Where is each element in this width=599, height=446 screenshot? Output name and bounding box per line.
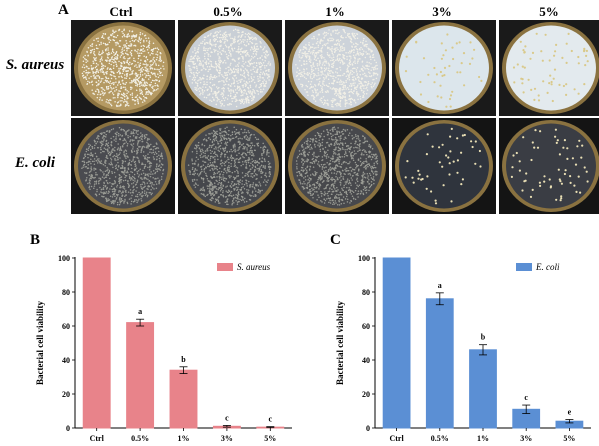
x-tick-label: Ctrl: [90, 434, 105, 443]
y-tick-label: 100: [58, 254, 70, 263]
y-tick-label: 40: [362, 356, 370, 365]
chart-s-aureus-viability: 0 20 40 60 80 100 Bacterial cell viability Ctrl…: [0, 228, 300, 446]
column-header-0-5pct: 0.5%: [213, 4, 243, 19]
petri-dish-photo: [392, 118, 496, 214]
column-header-3pct: 3%: [432, 4, 452, 19]
y-tick-label: 100: [358, 254, 370, 263]
significance-letter: c: [524, 393, 528, 402]
x-tick-label: 5%: [563, 434, 575, 443]
legend-swatch: [516, 263, 532, 271]
petri-dish-photo: [71, 20, 175, 116]
significance-letter: a: [438, 281, 442, 290]
x-tick-label: 5%: [264, 434, 276, 443]
row-label-e-coli: E. coli: [15, 155, 55, 171]
y-tick-label: 60: [362, 322, 370, 331]
x-tick-label: Ctrl: [389, 434, 404, 443]
column-header-ctrl: Ctrl: [109, 4, 133, 19]
y-tick-label: 80: [62, 288, 70, 297]
x-tick-label: 3%: [221, 434, 233, 443]
panel-b-letter: B: [30, 232, 41, 248]
panel-c-letter: C: [330, 232, 341, 248]
bar: [382, 257, 411, 429]
legend-label: S. aureus: [237, 262, 271, 272]
bar: [126, 322, 155, 429]
y-tick-label: 40: [62, 356, 70, 365]
bar: [82, 257, 111, 429]
significance-letter: a: [138, 307, 142, 316]
significance-letter: b: [481, 333, 486, 342]
significance-letter: e: [568, 408, 572, 417]
petri-dish-photo: [499, 20, 599, 116]
significance-letter: c: [225, 413, 229, 422]
row-label-s-aureus: S. aureus: [5, 57, 65, 73]
y-axis-label: Bacterial cell viability: [335, 301, 345, 385]
x-tick-label: 0.5%: [431, 434, 449, 443]
significance-letter: c: [269, 415, 273, 424]
y-tick-label: 80: [362, 288, 370, 297]
y-tick-label: 20: [62, 390, 70, 399]
petri-dish-photo: [71, 118, 175, 214]
legend-label: E. coli: [535, 262, 560, 272]
petri-dish-photo: [285, 118, 389, 214]
chart-e-coli-viability: 0 20 40 60 80 100 Bacterial cell viability Ctrl…: [300, 228, 599, 446]
y-tick-label: 20: [362, 390, 370, 399]
x-tick-label: 1%: [477, 434, 489, 443]
petri-dish-photo: [178, 20, 282, 116]
petri-dish-photo: [285, 20, 389, 116]
column-header-1pct: 1%: [325, 4, 345, 19]
petri-dish-photo: [392, 20, 496, 116]
y-axis-label: Bacterial cell viability: [35, 301, 45, 385]
panel-a-letter: A: [58, 2, 69, 18]
y-tick-label: 0: [66, 424, 70, 433]
bar: [425, 298, 454, 429]
petri-dish-photo: [178, 118, 282, 214]
x-tick-label: 0.5%: [131, 434, 149, 443]
x-tick-label: 3%: [520, 434, 532, 443]
bar: [169, 369, 198, 429]
y-tick-label: 60: [62, 322, 70, 331]
petri-dish-photo: [499, 118, 599, 214]
column-header-5pct: 5%: [539, 4, 559, 19]
legend-swatch: [217, 263, 233, 271]
x-tick-label: 1%: [178, 434, 190, 443]
significance-letter: b: [181, 355, 186, 364]
bar: [469, 349, 497, 429]
y-tick-label: 0: [366, 424, 370, 433]
